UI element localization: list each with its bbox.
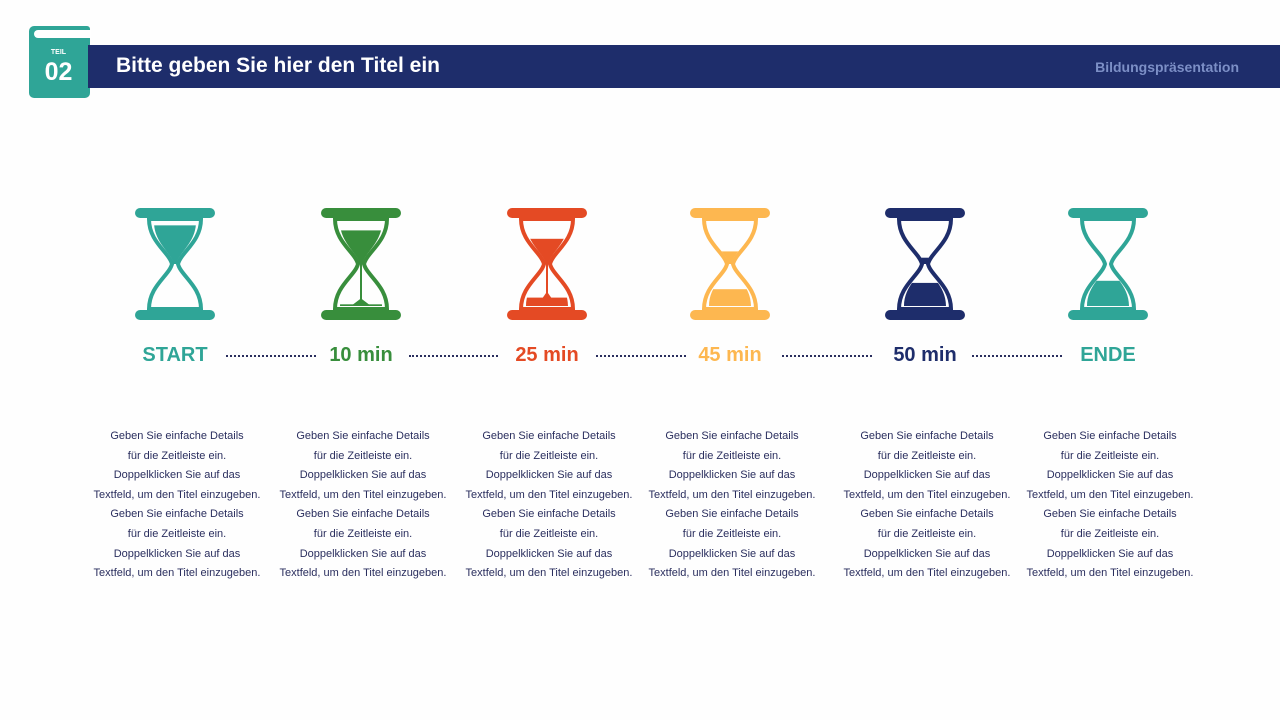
description-line: Geben Sie einfache Details [296, 430, 430, 442]
header-bar [88, 45, 1280, 88]
description-line: Textfeld, um den Titel einzugeben. [93, 488, 261, 501]
dotted-connector [409, 355, 498, 360]
description-line: Geben Sie einfache Details [482, 430, 616, 442]
description-line: Doppelklicken Sie auf das [1046, 469, 1174, 482]
description-line: Geben Sie einfache Details [110, 508, 244, 521]
description-line: Geben Sie einfache Details [296, 508, 430, 521]
description-line: für die Zeitleiste ein. [877, 449, 977, 462]
description-line: Doppelklicken Sie auf das [113, 469, 241, 482]
description-line: Doppelklicken Sie auf das [668, 547, 796, 560]
stage-description[interactable]: Geben Sie einfache Details für die Zeitle… [268, 427, 458, 584]
description-line: für die Zeitleiste ein. [1060, 527, 1160, 540]
description-line: Doppelklicken Sie auf das [863, 547, 991, 560]
description-line: für die Zeitleiste ein. [499, 527, 599, 540]
timeline-stage: 45 min [640, 206, 820, 368]
badge-number: 02 [44, 58, 73, 86]
description-line: Textfeld, um den Titel einzugeben. [465, 567, 633, 580]
hourglass-icon [690, 208, 770, 320]
description-line: für die Zeitleiste ein. [877, 527, 977, 540]
description-line: Textfeld, um den Titel einzugeben. [93, 567, 261, 580]
description-line: Doppelklicken Sie auf das [299, 469, 427, 482]
description-line: Textfeld, um den Titel einzugeben. [648, 488, 816, 501]
timeline-stage: 25 min [457, 206, 637, 368]
hourglass-full-icon [135, 208, 215, 320]
hourglass-icon [321, 208, 401, 320]
description-line: Textfeld, um den Titel einzugeben. [1026, 488, 1194, 501]
stage-label: START [142, 344, 208, 366]
description-line: Textfeld, um den Titel einzugeben. [279, 567, 447, 580]
presentation-subtitle: Bildungspräsentation [1095, 59, 1239, 75]
description-line: für die Zeitleiste ein. [682, 527, 782, 540]
dotted-connector [972, 355, 1062, 360]
description-line: für die Zeitleiste ein. [499, 449, 599, 462]
stage-label: 10 min [329, 344, 393, 366]
description-line: Doppelklicken Sie auf das [113, 547, 241, 560]
description-line: für die Zeitleiste ein. [313, 449, 413, 462]
page-title[interactable]: Bitte geben Sie hier den Titel ein [116, 54, 441, 77]
hourglass-empty-icon [1068, 208, 1148, 320]
description-line: für die Zeitleiste ein. [313, 527, 413, 540]
description-line: Textfeld, um den Titel einzugeben. [465, 488, 633, 501]
description-line: Geben Sie einfache Details [860, 430, 994, 442]
description-line: für die Zeitleiste ein. [127, 449, 227, 462]
section-badge: TEIL 02 [29, 26, 91, 98]
dotted-connector [226, 355, 316, 360]
description-line: Doppelklicken Sie auf das [485, 469, 613, 482]
stage-label: ENDE [1080, 344, 1136, 366]
hourglass-icon [885, 208, 965, 320]
description-line: für die Zeitleiste ein. [1060, 449, 1160, 462]
description-line: Geben Sie einfache Details [482, 508, 616, 521]
description-line: Textfeld, um den Titel einzugeben. [648, 567, 816, 580]
description-line: Textfeld, um den Titel einzugeben. [1026, 567, 1194, 580]
book-page-icon [34, 30, 91, 38]
description-line: Geben Sie einfache Details [1043, 430, 1177, 442]
description-line: Doppelklicken Sie auf das [863, 469, 991, 482]
stage-label: 50 min [893, 344, 957, 366]
timeline-stage: START [85, 206, 265, 368]
description-line: Doppelklicken Sie auf das [1046, 547, 1174, 560]
stage-description[interactable]: Geben Sie einfache Details für die Zeitle… [1015, 427, 1205, 584]
dotted-connector [596, 355, 686, 360]
description-line: Geben Sie einfache Details [110, 430, 244, 442]
description-line: Doppelklicken Sie auf das [668, 469, 796, 482]
description-line: Doppelklicken Sie auf das [299, 547, 427, 560]
hourglass-icon [507, 208, 587, 320]
stage-label: 45 min [698, 344, 762, 366]
stage-description[interactable]: Geben Sie einfache Details für die Zeitle… [637, 427, 827, 584]
stage-description[interactable]: Geben Sie einfache Details für die Zeitle… [832, 427, 1022, 584]
stage-label: 25 min [515, 344, 579, 366]
description-line: Geben Sie einfache Details [860, 508, 994, 521]
description-line: für die Zeitleiste ein. [682, 449, 782, 462]
description-line: Geben Sie einfache Details [665, 508, 799, 521]
timeline-stage: 10 min [271, 206, 451, 368]
stage-description[interactable]: Geben Sie einfache Details für die Zeitle… [454, 427, 644, 584]
description-line: Textfeld, um den Titel einzugeben. [279, 488, 447, 501]
description-line: Textfeld, um den Titel einzugeben. [843, 567, 1011, 580]
description-line: Geben Sie einfache Details [665, 430, 799, 442]
description-line: Doppelklicken Sie auf das [485, 547, 613, 560]
description-line: für die Zeitleiste ein. [127, 527, 227, 540]
dotted-connector [782, 355, 872, 360]
timeline-stage: 50 min [835, 206, 1015, 368]
description-line: Geben Sie einfache Details [1043, 508, 1177, 521]
timeline-stage: ENDE [1018, 206, 1198, 368]
badge-label: TEIL [50, 49, 67, 56]
description-line: Textfeld, um den Titel einzugeben. [843, 488, 1011, 501]
stage-description[interactable]: Geben Sie einfache Details für die Zeitle… [82, 427, 272, 584]
